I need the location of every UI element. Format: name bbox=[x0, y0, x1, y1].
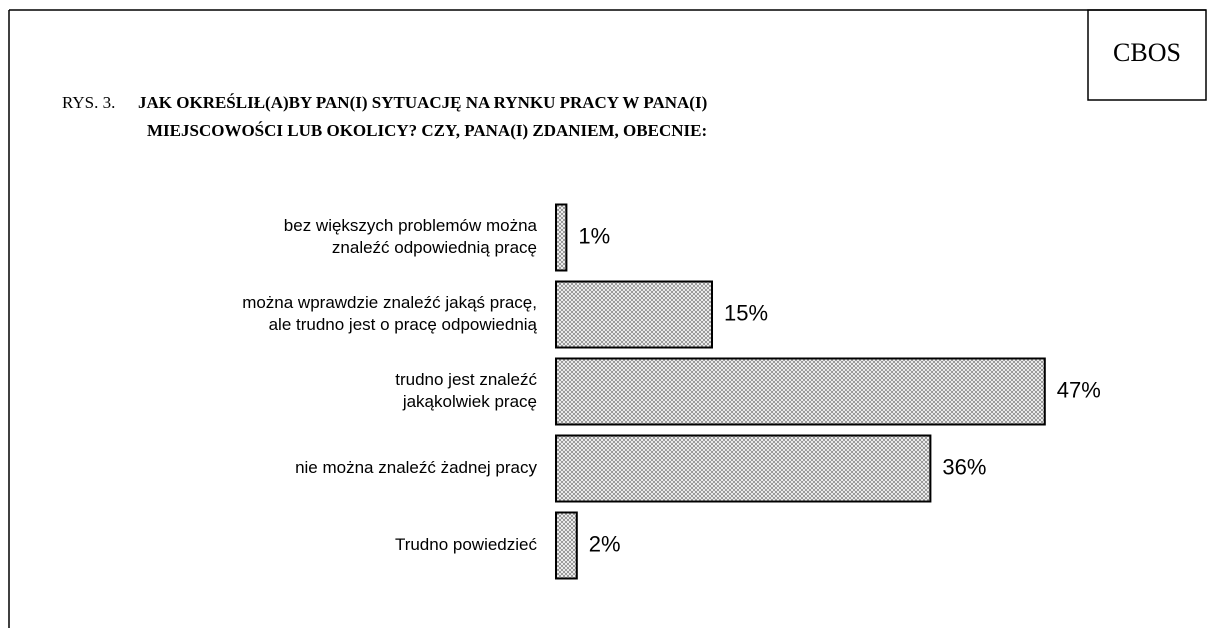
bar bbox=[555, 203, 568, 272]
value-label: 2% bbox=[589, 531, 621, 556]
category-label: trudno jest znaleźć bbox=[395, 370, 537, 389]
category-label: ale trudno jest o pracę odpowiednią bbox=[269, 315, 538, 334]
category-label: można wprawdzie znaleźć jakąś pracę, bbox=[242, 293, 537, 312]
category-label: znaleźć odpowiednią pracę bbox=[332, 238, 537, 257]
category-label: Trudno powiedzieć bbox=[395, 535, 538, 554]
badge: CBOS bbox=[1113, 38, 1181, 67]
category-label: nie można znaleźć żadnej pracy bbox=[295, 458, 537, 477]
bar bbox=[555, 434, 932, 503]
figure-label: RYS. 3. bbox=[62, 93, 115, 112]
value-label: 36% bbox=[942, 454, 986, 479]
value-label: 15% bbox=[724, 300, 768, 325]
category-label: bez większych problemów można bbox=[284, 216, 538, 235]
chart-title: MIEJSCOWOŚCI LUB OKOLICY? CZY, PANA(I) Z… bbox=[147, 121, 707, 140]
chart-title: JAK OKREŚLIŁ(A)BY PAN(I) SYTUACJĘ NA RYN… bbox=[138, 93, 707, 112]
bar bbox=[555, 357, 1046, 426]
badge-box bbox=[1087, 9, 1207, 101]
bar bbox=[555, 511, 578, 580]
value-label: 1% bbox=[578, 223, 610, 248]
bar bbox=[555, 280, 713, 349]
value-label: 47% bbox=[1057, 377, 1101, 402]
category-label: jakąkolwiek pracę bbox=[402, 392, 537, 411]
